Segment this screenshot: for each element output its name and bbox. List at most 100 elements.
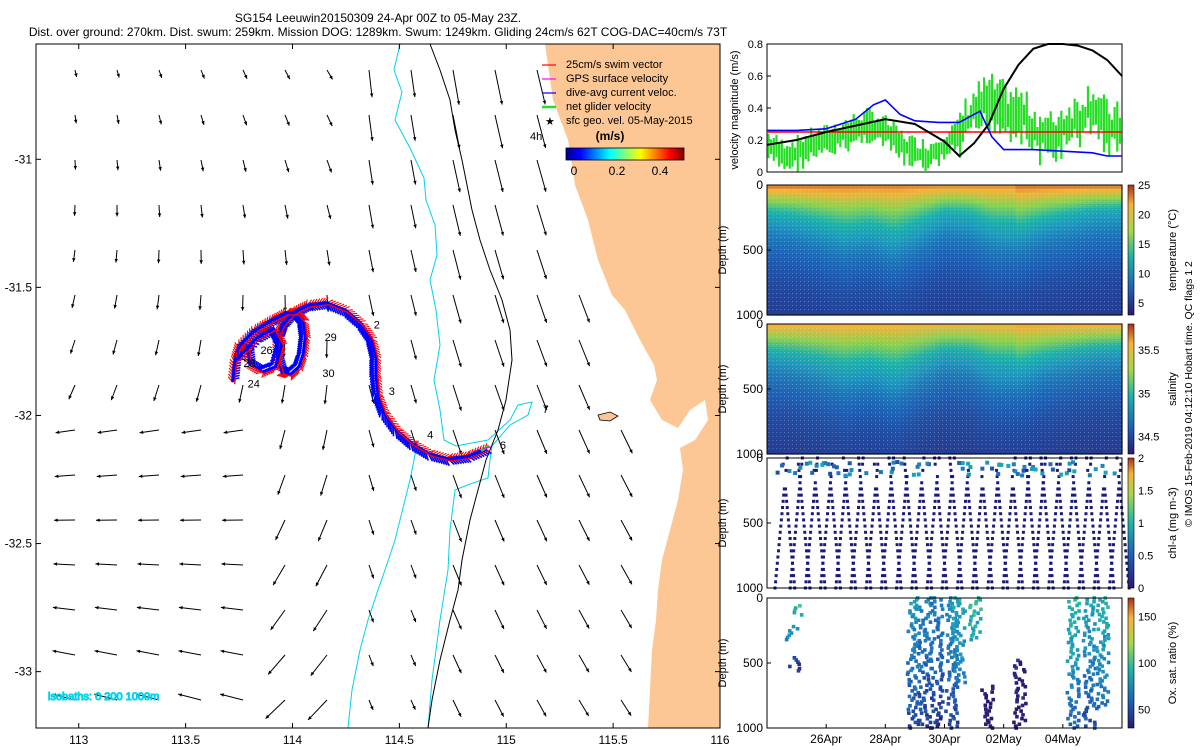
section-cell [873, 288, 880, 293]
section-cell [1116, 204, 1123, 209]
section-cell [1000, 207, 1006, 213]
section-cell [1111, 234, 1118, 240]
section-cell [888, 408, 895, 413]
current-arrow [578, 564, 590, 585]
section-cell [843, 265, 849, 270]
section-cell [959, 276, 966, 282]
section-cell [944, 303, 951, 308]
section-cell [924, 366, 930, 371]
section-cell [893, 431, 900, 436]
section-cell [802, 219, 809, 224]
section-cell [898, 234, 905, 240]
section-cell [939, 188, 946, 194]
section-cell [914, 227, 920, 232]
section-cell [787, 434, 793, 440]
section-cell [909, 272, 915, 278]
section-cell [903, 265, 910, 270]
section-cell [974, 261, 981, 266]
colorbar-tick-label: 10 [1138, 269, 1150, 281]
section-cell [817, 295, 824, 301]
section-cell [787, 369, 793, 375]
current-arrowhead [238, 398, 242, 403]
section-cell [858, 354, 864, 360]
section-cell [827, 442, 834, 447]
section-cell [853, 411, 859, 417]
section-cell [969, 288, 976, 293]
current-arrowhead [370, 618, 374, 623]
section-cell [893, 242, 900, 247]
section-cell [767, 400, 773, 405]
section-cell [1051, 219, 1057, 224]
current-arrowhead [629, 449, 633, 454]
section-cell [1025, 272, 1032, 278]
section-cell [772, 188, 778, 194]
section-cell [838, 272, 844, 278]
day-label: 30 [322, 368, 334, 380]
section-cell [893, 392, 900, 398]
section-cell [1081, 200, 1088, 205]
section-cell [812, 404, 819, 409]
section-cell [909, 223, 915, 228]
section-cell [873, 423, 880, 428]
section-cell [782, 299, 788, 305]
section-cell [807, 188, 814, 194]
section-cell [939, 335, 946, 340]
section-cell [888, 234, 895, 240]
section-cell [898, 196, 905, 201]
section-cell [1010, 192, 1017, 198]
section-cell [772, 284, 778, 289]
section-cell [924, 219, 930, 224]
section-cell [817, 276, 824, 282]
section-cell [787, 295, 793, 301]
section-cell [767, 200, 773, 205]
section-cell [843, 411, 849, 417]
section-cell [772, 377, 778, 382]
section-cell [939, 369, 946, 375]
section-cell [792, 307, 799, 312]
section-cell [1101, 230, 1108, 236]
section-cell [1045, 280, 1052, 286]
section-cell [822, 253, 829, 259]
section-cell [1071, 261, 1077, 266]
section-cell [1035, 292, 1042, 297]
current-arrowhead [72, 212, 77, 216]
section-cell [898, 311, 905, 316]
current-arrowhead [52, 649, 57, 654]
section-cell [924, 442, 930, 447]
section-cell [1020, 207, 1027, 213]
current-arrow [536, 204, 547, 236]
section-cell [797, 427, 804, 432]
section-cell [843, 303, 849, 308]
section-cell [954, 257, 961, 263]
section-cell [903, 415, 910, 421]
section-cell [777, 369, 783, 375]
section-cell [848, 389, 854, 394]
section-cell [802, 230, 809, 236]
section-cell [807, 411, 814, 417]
section-cell [777, 335, 783, 340]
section-cell [969, 272, 976, 278]
current-arrowhead [500, 712, 504, 717]
section-cell [949, 392, 956, 398]
section-cell [1101, 288, 1108, 293]
section-cell [980, 288, 986, 293]
section-cell [1000, 295, 1006, 301]
section-cell [934, 343, 941, 348]
section-cell [858, 192, 864, 198]
section-cell [843, 200, 849, 205]
section-cell [873, 234, 880, 240]
section-cell [898, 211, 905, 217]
section-cell [782, 327, 788, 333]
section-cell [822, 431, 829, 436]
section-cell [843, 234, 849, 240]
section-cell [1030, 204, 1037, 209]
section-cell [1061, 280, 1067, 286]
section-cell [868, 442, 875, 447]
section-cell [959, 389, 966, 394]
section-cell [1081, 196, 1088, 201]
section-cell [812, 369, 819, 375]
section-cell [1040, 234, 1047, 240]
section-cell [919, 381, 925, 386]
section-cell [919, 265, 925, 270]
current-arrowhead [500, 668, 504, 673]
